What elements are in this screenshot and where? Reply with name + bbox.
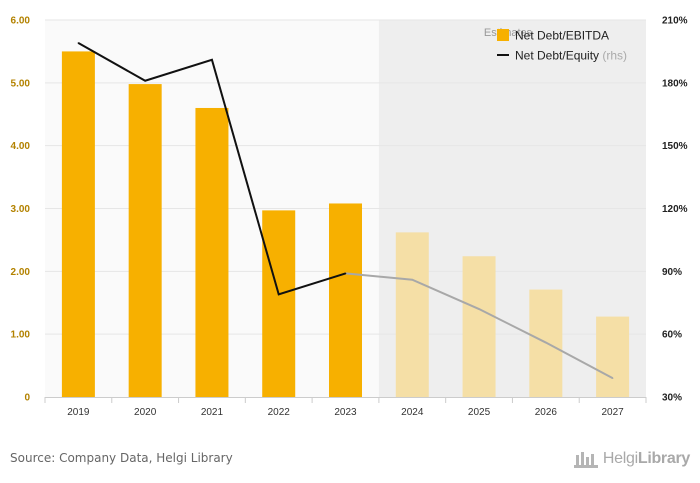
line-point-2022 [277, 293, 280, 296]
line-point-2025 [478, 308, 480, 310]
left-tick-label: 5.00 [11, 78, 31, 89]
x-tick-label: 2024 [401, 407, 424, 418]
right-tick-label: 60% [662, 330, 682, 341]
x-tick-label: 2027 [601, 407, 624, 418]
bar-2022 [262, 210, 296, 397]
line-point-2026 [545, 341, 547, 344]
chart: Estimates 01.002.003.004.005.006.0030%60… [11, 16, 688, 419]
right-tick-label: 150% [662, 141, 688, 152]
line-point-2020 [144, 79, 146, 82]
legend-rhs-note: (rhs) [602, 49, 627, 63]
bar-2023 [329, 203, 362, 397]
library-building-icon [573, 452, 598, 468]
legend-label-net-debt-equity: Net Debt/Equity (rhs) [515, 49, 627, 63]
line-point-2024 [411, 278, 414, 281]
line-point-2021 [211, 58, 213, 61]
helgi-library-logo: HelgiLibrary [573, 448, 690, 470]
right-tick-label: 180% [662, 78, 688, 89]
line-point-2019 [77, 42, 80, 44]
left-tick-label: 1.00 [11, 330, 31, 341]
legend-label-net-debt-ebitda: Net Debt/EBITDA [515, 29, 609, 43]
logo-text: HelgiLibrary [602, 450, 690, 467]
legend-swatch-net-debt-ebitda [497, 29, 509, 41]
x-tick-label: 2020 [134, 407, 157, 418]
bar-2021 [195, 107, 229, 397]
x-tick-label: 2026 [535, 407, 558, 418]
bar-2020 [128, 84, 162, 397]
left-tick-label: 2.00 [11, 267, 31, 278]
left-tick-label: 6.00 [11, 16, 31, 27]
bar-2025 [462, 256, 496, 397]
line-point-2023 [344, 272, 347, 275]
bar-2027 [596, 316, 630, 397]
x-tick-label: 2025 [468, 407, 491, 418]
right-tick-label: 120% [662, 204, 688, 215]
line-point-2027 [611, 377, 614, 379]
x-tick-label: 2021 [201, 407, 224, 418]
source-note: Source: Company Data, Helgi Library [10, 451, 233, 465]
left-tick-label: 0 [24, 393, 30, 404]
x-tick-label: 2022 [268, 407, 291, 418]
x-tick-label: 2019 [67, 407, 90, 418]
bar-2019 [61, 51, 95, 398]
right-tick-label: 30% [662, 393, 682, 404]
left-tick-label: 3.00 [11, 204, 31, 215]
bar-2024 [395, 232, 429, 397]
right-tick-label: 210% [662, 16, 688, 27]
right-tick-label: 90% [662, 267, 682, 278]
x-tick-label: 2023 [334, 407, 357, 418]
left-tick-label: 4.00 [11, 141, 31, 152]
